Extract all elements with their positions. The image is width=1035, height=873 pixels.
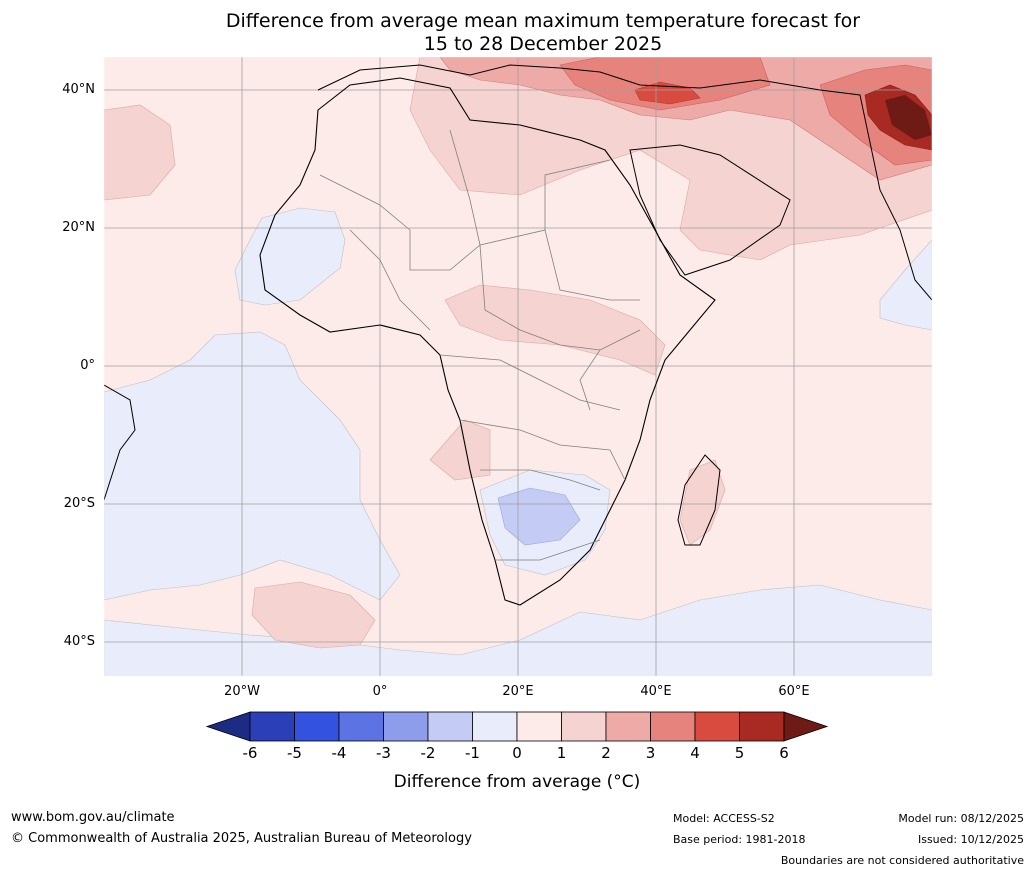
colorbar-tick-label: 1 <box>556 744 567 762</box>
title-line-2: 15 to 28 December 2025 <box>423 33 663 55</box>
colorbar-tick-label: -3 <box>376 744 391 762</box>
colorbar-segment <box>561 711 607 742</box>
colorbar-segment <box>249 711 295 742</box>
warm-anomaly-angola <box>429 419 491 481</box>
lon-label-20w: 20°W <box>224 684 260 699</box>
footer-issued: Issued: 10/12/2025 <box>917 833 1024 846</box>
colorbar-segment <box>338 711 384 742</box>
lat-label-0: 0° <box>80 358 95 373</box>
colorbar-tick-label: -2 <box>420 744 436 762</box>
cool-anomaly-west-africa <box>234 207 346 306</box>
footer-model: Model: ACCESS-S2 <box>673 812 775 825</box>
footer-copyright: © Commonwealth of Australia 2025, Austra… <box>11 831 472 846</box>
footer-url[interactable]: www.bom.gov.au/climate <box>11 810 175 825</box>
arabia-coastline <box>629 144 791 276</box>
country-borders <box>319 129 641 561</box>
lat-label-40n: 40°N <box>62 82 95 97</box>
colorbar-tick-label: -6 <box>242 744 258 762</box>
footer-base-period: Base period: 1981-2018 <box>673 833 806 846</box>
map-area <box>104 57 932 676</box>
madagascar-coastline <box>677 454 721 546</box>
warm-anomaly-west-atlantic <box>104 104 176 201</box>
colorbar-segment <box>739 711 785 742</box>
graticule <box>104 57 932 676</box>
cold-anomaly-kalahari <box>497 487 581 546</box>
lon-label-0: 0° <box>372 684 388 699</box>
colorbar-tick-label: 5 <box>734 744 745 762</box>
map-frame <box>103 56 933 677</box>
south-america-coastline <box>104 384 136 501</box>
colorbar-arrow-high <box>783 711 829 742</box>
colorbar-segment <box>383 711 429 742</box>
lat-label-40s: 40°S <box>63 634 95 649</box>
africa-coastline <box>259 77 716 606</box>
title-line-1: Difference from average mean maximum tem… <box>225 10 861 32</box>
colorbar-segment <box>650 711 696 742</box>
footer-disclaimer: Boundaries are not considered authoritat… <box>780 854 1024 867</box>
footer-model-run: Model run: 08/12/2025 <box>898 812 1024 825</box>
colorbar-segment <box>427 711 473 742</box>
colorbar-tick-label: 2 <box>601 744 611 762</box>
colorbar-tick-label: 4 <box>690 744 700 762</box>
colorbar-arrow-low <box>205 711 251 742</box>
colorbar-tick-label: 3 <box>645 744 656 762</box>
colorbar-tick-label: -4 <box>331 744 347 762</box>
lat-label-20s: 20°S <box>63 496 95 511</box>
extreme-anomaly-asia <box>885 95 932 140</box>
cool-anomaly-south-atlantic <box>104 331 401 601</box>
lon-label-40e: 40°E <box>640 684 672 699</box>
colorbar-label: Difference from average (°C) <box>393 772 641 792</box>
colorbar-segment <box>516 711 562 742</box>
colorbar-segment <box>294 711 340 742</box>
lon-label-60e: 60°E <box>778 684 810 699</box>
colorbar-tick-label: -5 <box>287 744 302 762</box>
colorbar-tick-label: 0 <box>512 744 522 762</box>
lat-label-20n: 20°N <box>62 220 95 235</box>
colorbar-segment <box>472 711 518 742</box>
warm-anomaly-south-atlantic <box>251 581 376 649</box>
lon-label-20e: 20°E <box>502 684 534 699</box>
colorbar-segment <box>694 711 740 742</box>
warm-anomaly-central-africa <box>444 284 666 376</box>
colorbar-tick-label: 6 <box>779 744 789 762</box>
cool-anomaly-indian-ocean <box>879 239 932 331</box>
colorbar <box>205 711 829 742</box>
warm-anomaly-madagascar <box>679 459 726 546</box>
colorbar-tick-label: -1 <box>465 744 480 762</box>
eurasia-coastline <box>317 64 932 301</box>
colorbar-segment <box>605 711 651 742</box>
